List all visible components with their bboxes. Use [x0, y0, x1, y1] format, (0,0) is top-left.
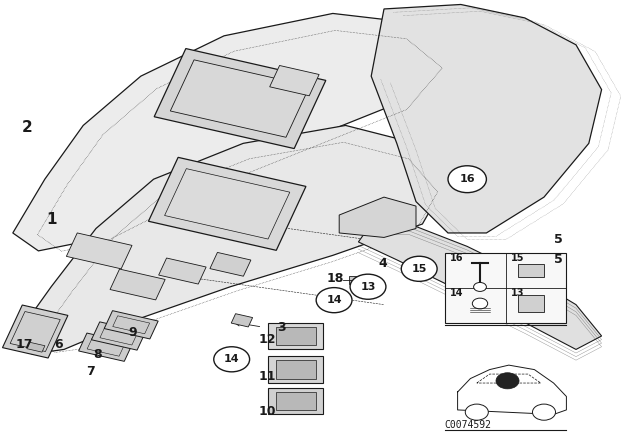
Polygon shape [13, 125, 448, 354]
Polygon shape [276, 327, 316, 345]
Polygon shape [269, 388, 323, 414]
Text: 15: 15 [511, 253, 524, 263]
Polygon shape [371, 4, 602, 233]
Circle shape [214, 347, 250, 372]
Text: 14: 14 [224, 354, 239, 364]
Circle shape [474, 283, 486, 291]
Bar [518, 264, 544, 276]
Text: 1: 1 [46, 212, 56, 227]
Text: 5: 5 [554, 253, 563, 267]
Polygon shape [13, 13, 448, 251]
Polygon shape [92, 322, 145, 350]
Polygon shape [148, 157, 306, 250]
Polygon shape [276, 392, 316, 410]
Polygon shape [269, 323, 323, 349]
Text: 4: 4 [378, 257, 387, 270]
Text: 3: 3 [277, 321, 286, 335]
Text: 7: 7 [86, 365, 95, 379]
Circle shape [401, 256, 437, 281]
Polygon shape [164, 168, 290, 239]
Circle shape [350, 274, 386, 299]
Text: 10: 10 [259, 405, 276, 418]
Text: 12: 12 [259, 333, 276, 346]
Polygon shape [67, 233, 132, 269]
Text: 8: 8 [93, 348, 102, 362]
Text: 6: 6 [54, 338, 63, 352]
Bar [445, 253, 566, 323]
Text: 11: 11 [259, 370, 276, 383]
Polygon shape [358, 224, 602, 349]
Polygon shape [269, 65, 319, 96]
Text: 17: 17 [15, 338, 33, 352]
Text: C0074592: C0074592 [445, 420, 492, 430]
Text: 13: 13 [511, 288, 524, 298]
Polygon shape [269, 356, 323, 383]
Circle shape [448, 166, 486, 193]
Polygon shape [349, 276, 368, 284]
Polygon shape [104, 310, 158, 339]
Text: 14: 14 [326, 295, 342, 305]
Text: 16: 16 [450, 253, 463, 263]
Text: 14: 14 [450, 288, 463, 298]
Polygon shape [159, 258, 206, 284]
Polygon shape [210, 252, 251, 276]
Bar [518, 296, 544, 313]
Polygon shape [276, 360, 316, 379]
Polygon shape [170, 60, 310, 137]
Polygon shape [3, 305, 68, 358]
Text: 16: 16 [460, 174, 475, 184]
Circle shape [472, 298, 488, 309]
Text: 5: 5 [554, 233, 563, 246]
Polygon shape [79, 333, 132, 362]
Text: 9: 9 [129, 326, 138, 339]
Polygon shape [339, 197, 416, 237]
Polygon shape [27, 342, 45, 352]
Polygon shape [154, 48, 326, 149]
Text: 2: 2 [22, 120, 32, 135]
Circle shape [465, 404, 488, 420]
Polygon shape [110, 269, 165, 300]
Polygon shape [231, 314, 253, 327]
Text: 18: 18 [326, 272, 344, 285]
Circle shape [316, 288, 352, 313]
Text: 15: 15 [412, 264, 427, 274]
Circle shape [532, 404, 556, 420]
Text: 13: 13 [360, 282, 376, 292]
Circle shape [496, 373, 519, 389]
